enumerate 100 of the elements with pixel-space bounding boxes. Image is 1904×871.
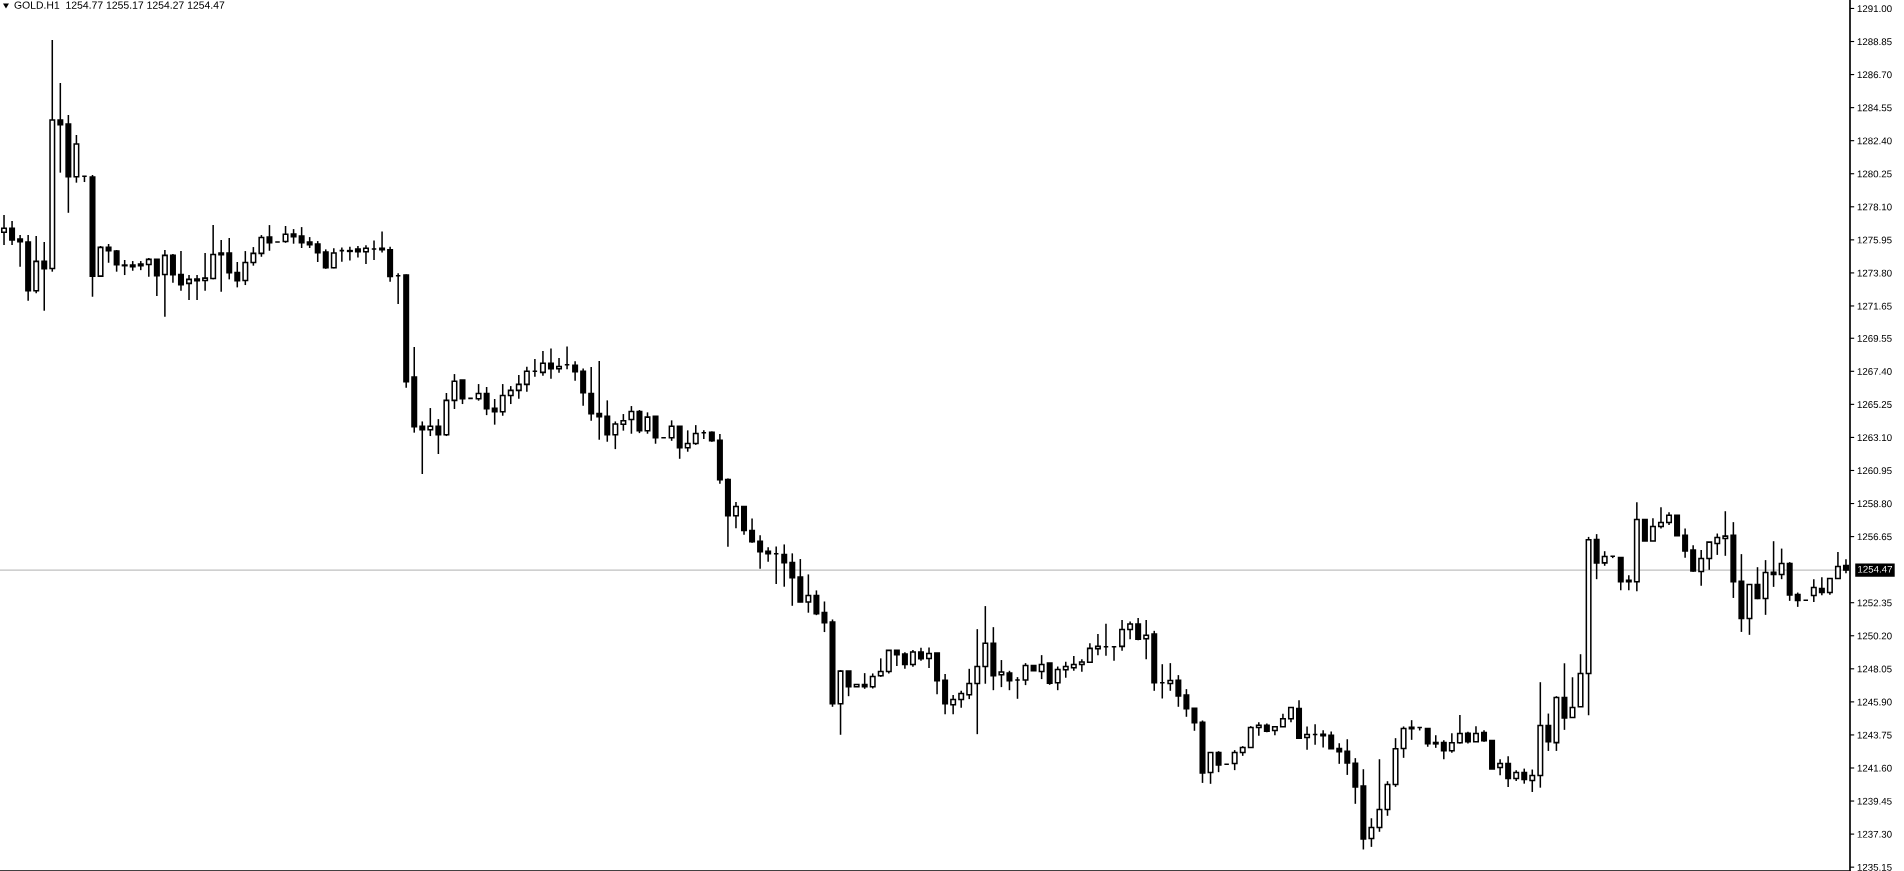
candlestick bbox=[547, 347, 554, 380]
candlestick bbox=[242, 250, 249, 286]
candlestick bbox=[266, 224, 273, 252]
candlestick bbox=[1778, 547, 1785, 580]
candlestick bbox=[572, 360, 579, 382]
candlestick bbox=[1255, 721, 1262, 737]
candlestick bbox=[523, 365, 530, 393]
candlestick bbox=[1119, 619, 1126, 652]
y-tick-label: 1248.05 bbox=[1857, 665, 1892, 673]
candlestick bbox=[57, 82, 64, 174]
ref-line-label: 1254.47 bbox=[1858, 565, 1893, 573]
candlestick bbox=[1698, 549, 1705, 587]
candlestick bbox=[1368, 817, 1375, 848]
y-tick-label: 1256.65 bbox=[1857, 533, 1892, 541]
candlestick bbox=[749, 517, 756, 544]
candlestick bbox=[515, 374, 522, 400]
y-tick-label: 1241.60 bbox=[1857, 764, 1892, 772]
y-tick-label: 1252.35 bbox=[1857, 599, 1892, 607]
candlestick bbox=[1722, 510, 1729, 557]
y-tick-label: 1237.30 bbox=[1857, 830, 1892, 838]
candlestick bbox=[1561, 662, 1568, 731]
y-tick-label: 1275.95 bbox=[1857, 236, 1892, 244]
candlestick bbox=[1818, 576, 1825, 596]
candlestick bbox=[1078, 658, 1085, 673]
candlestick bbox=[1649, 517, 1656, 542]
candlestick bbox=[974, 628, 981, 735]
candlestick bbox=[105, 243, 112, 264]
y-tick-label: 1273.80 bbox=[1857, 269, 1892, 277]
candlestick bbox=[845, 670, 852, 697]
candlestick bbox=[1641, 518, 1648, 542]
candlestick bbox=[1231, 749, 1238, 771]
candlestick bbox=[885, 649, 892, 675]
candlestick bbox=[1754, 566, 1761, 600]
candlestick bbox=[732, 501, 739, 529]
candlestick bbox=[1038, 654, 1045, 680]
candlestick bbox=[202, 252, 209, 292]
candlestick bbox=[1505, 755, 1512, 788]
y-tick-label: 1282.40 bbox=[1857, 137, 1892, 145]
candlestick bbox=[966, 668, 973, 700]
candlestick bbox=[781, 543, 788, 588]
candlestick bbox=[1682, 527, 1689, 559]
y-tick-label: 1280.25 bbox=[1857, 170, 1892, 178]
candlestick bbox=[596, 360, 603, 441]
candlestick bbox=[652, 415, 659, 445]
y-tick-label: 1267.40 bbox=[1857, 368, 1892, 375]
candlestick bbox=[1456, 714, 1463, 745]
candlestick bbox=[1593, 533, 1600, 580]
candlestick bbox=[1674, 514, 1681, 537]
candlestick bbox=[1448, 732, 1455, 754]
candlestick bbox=[676, 425, 683, 460]
candlestick bbox=[821, 600, 828, 633]
y-tick-label: 1265.25 bbox=[1857, 401, 1892, 408]
candlestick bbox=[483, 386, 490, 416]
candlestick bbox=[250, 246, 257, 267]
candlestick bbox=[1690, 544, 1697, 573]
candlestick bbox=[813, 589, 820, 616]
candlestick bbox=[1706, 541, 1713, 571]
candlestick bbox=[1247, 725, 1254, 749]
candlestick bbox=[491, 398, 498, 426]
candlestick bbox=[258, 234, 265, 258]
y-tick-label: 1239.45 bbox=[1857, 797, 1892, 805]
candlestick bbox=[41, 241, 48, 312]
candlestick bbox=[692, 424, 699, 446]
candlestick bbox=[153, 258, 160, 297]
candlestick bbox=[218, 239, 225, 293]
candlestick bbox=[1625, 574, 1632, 592]
candlestick bbox=[113, 249, 120, 273]
candlestick bbox=[1167, 662, 1174, 692]
candlestick bbox=[435, 418, 442, 455]
y-tick-label: 1243.75 bbox=[1857, 731, 1892, 739]
candlestick bbox=[1352, 757, 1359, 805]
candlestick bbox=[1529, 768, 1536, 793]
candlestick bbox=[1432, 734, 1439, 749]
candlestick bbox=[145, 257, 152, 278]
candlestick bbox=[1376, 758, 1383, 833]
candlestick bbox=[1191, 707, 1198, 732]
candlestick bbox=[636, 409, 643, 434]
candlestick bbox=[186, 274, 193, 301]
candlestick bbox=[1497, 758, 1504, 776]
candlestick bbox=[1207, 751, 1214, 785]
candlestick bbox=[668, 419, 675, 442]
candlestick bbox=[805, 573, 812, 614]
candlestick bbox=[982, 605, 989, 685]
candlestick bbox=[644, 411, 651, 435]
candlestick bbox=[1657, 506, 1664, 530]
candlestick bbox=[588, 366, 595, 422]
candlestick bbox=[1, 214, 8, 246]
candlestick bbox=[451, 373, 458, 410]
candlestick bbox=[539, 350, 546, 377]
chart-title: GOLD.H1 1254.77 1255.17 1254.27 1254.47 bbox=[14, 1, 225, 9]
candlestick bbox=[459, 379, 466, 405]
y-tick-label: 1235.15 bbox=[1857, 863, 1892, 871]
candlestick bbox=[1834, 551, 1841, 580]
candlestick bbox=[1320, 729, 1327, 749]
candlestick bbox=[177, 250, 184, 292]
candlestick bbox=[1006, 670, 1013, 691]
candlestick bbox=[998, 659, 1005, 688]
candlestick bbox=[1143, 619, 1150, 660]
candlestick bbox=[1714, 532, 1721, 556]
candlestick bbox=[226, 237, 233, 281]
